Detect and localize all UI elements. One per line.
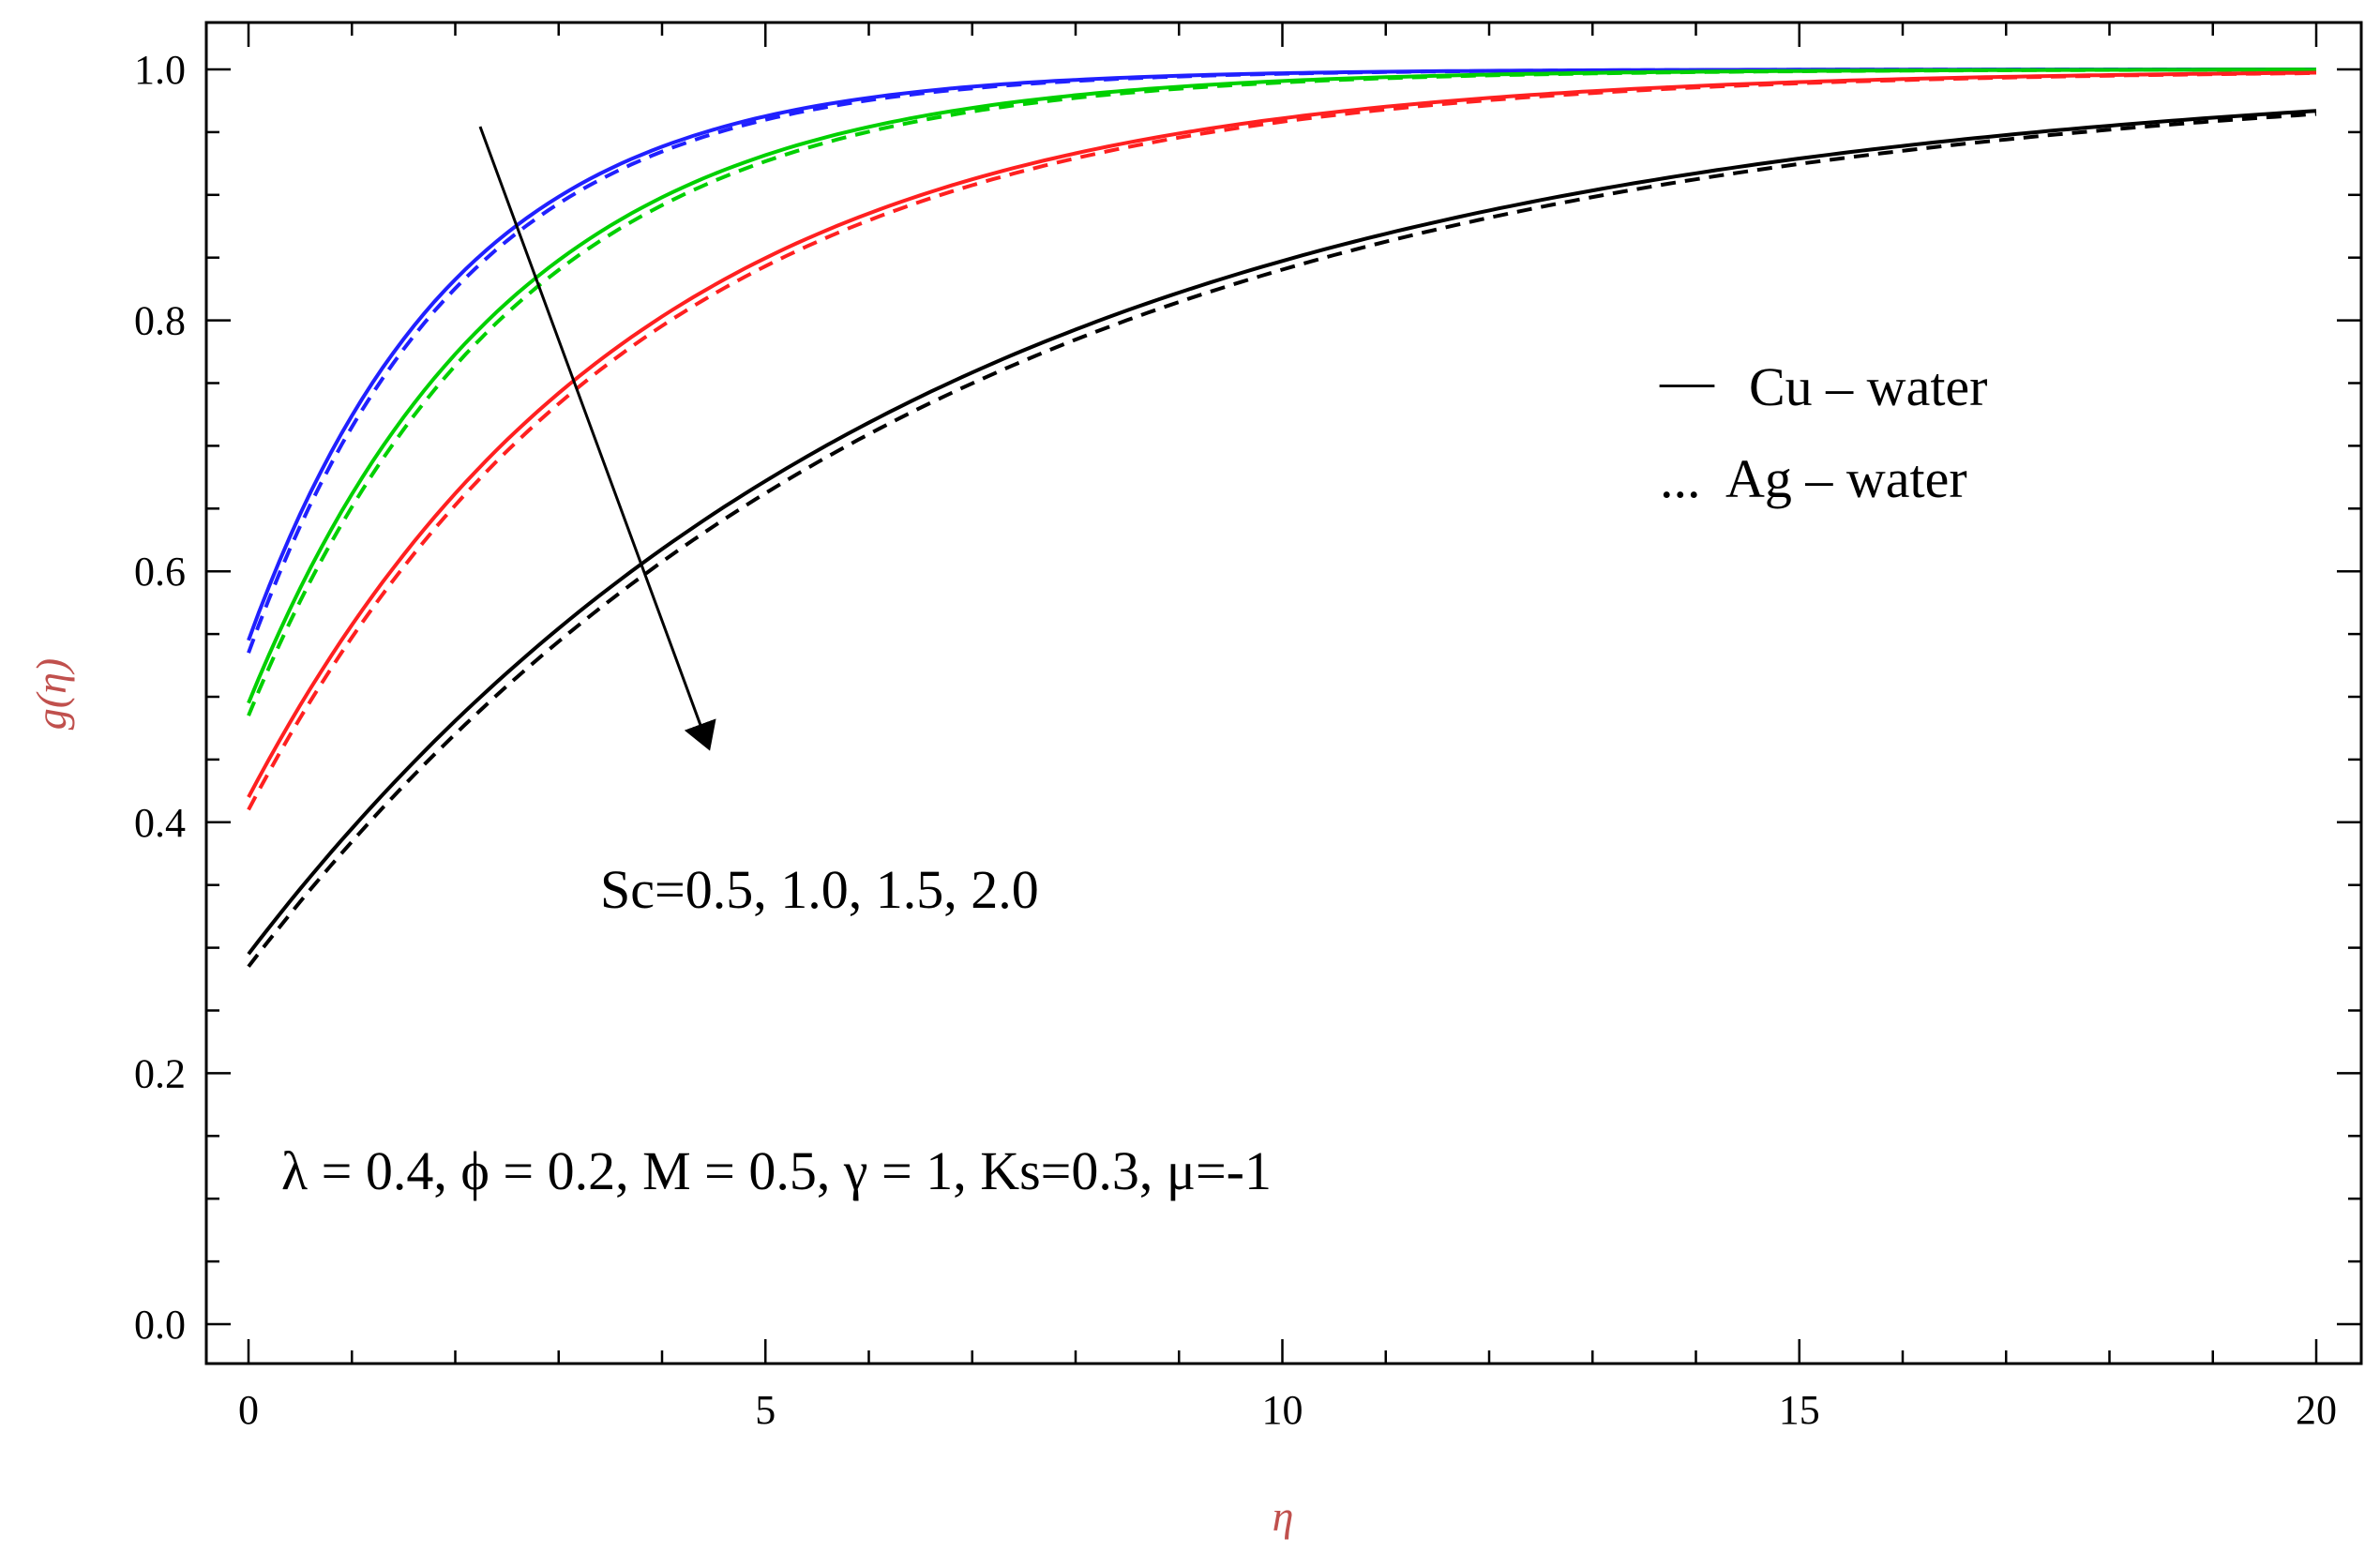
y-tick-label-0.4: 0.4 bbox=[134, 800, 186, 846]
legend-marker-dashed: ... bbox=[1660, 448, 1701, 509]
x-tick-label-10: 10 bbox=[1262, 1387, 1303, 1433]
x-tick-label-15: 15 bbox=[1779, 1387, 1820, 1433]
y-tick-label-0.2: 0.2 bbox=[134, 1050, 186, 1096]
curve-sc-1.5-solid bbox=[247, 70, 2317, 798]
curve-sc-1-dashed bbox=[247, 68, 2316, 716]
x-tick-label-0: 0 bbox=[238, 1387, 259, 1433]
y-tick-label-0.8: 0.8 bbox=[134, 298, 186, 344]
curve-sc-1-solid bbox=[247, 68, 2316, 704]
legend-label-ag-water: Ag – water bbox=[1725, 448, 1967, 509]
legend-marker-solid: — bbox=[1659, 350, 1715, 411]
params-annotation: λ = 0.4, ϕ = 0.2, M = 0.5, γ = 1, Ks=0.3… bbox=[281, 1140, 1272, 1201]
y-ticks-group: 0.0 0.2 0.4 0.6 0.8 1.0 bbox=[134, 47, 2361, 1348]
curve-sc-1.5-dashed bbox=[247, 70, 2317, 811]
curve-sc-2-dashed bbox=[247, 112, 2317, 968]
x-axis-title: η bbox=[1273, 1492, 1294, 1540]
y-tick-label-0.0: 0.0 bbox=[134, 1302, 186, 1348]
x-tick-label-20: 20 bbox=[2296, 1387, 2337, 1433]
plot-frame bbox=[204, 21, 2363, 1365]
x-tick-label-5: 5 bbox=[755, 1387, 776, 1433]
curve-sc-2-solid bbox=[247, 109, 2317, 956]
x-ticks-group: 0 5 10 15 20 bbox=[238, 23, 2337, 1433]
y-axis-title: g(η) bbox=[27, 658, 75, 730]
y-tick-label-1.0: 1.0 bbox=[134, 47, 186, 93]
trend-arrow bbox=[478, 126, 716, 751]
sc-annotation: Sc=0.5, 1.0, 1.5, 2.0 bbox=[600, 859, 1039, 920]
curve-sc-0.5-dashed bbox=[247, 68, 2316, 654]
legend-label-cu-water: Cu – water bbox=[1749, 356, 1988, 417]
y-tick-label-0.6: 0.6 bbox=[134, 549, 186, 595]
curve-sc-0.5-solid bbox=[247, 68, 2316, 641]
curves-group bbox=[247, 68, 2317, 968]
